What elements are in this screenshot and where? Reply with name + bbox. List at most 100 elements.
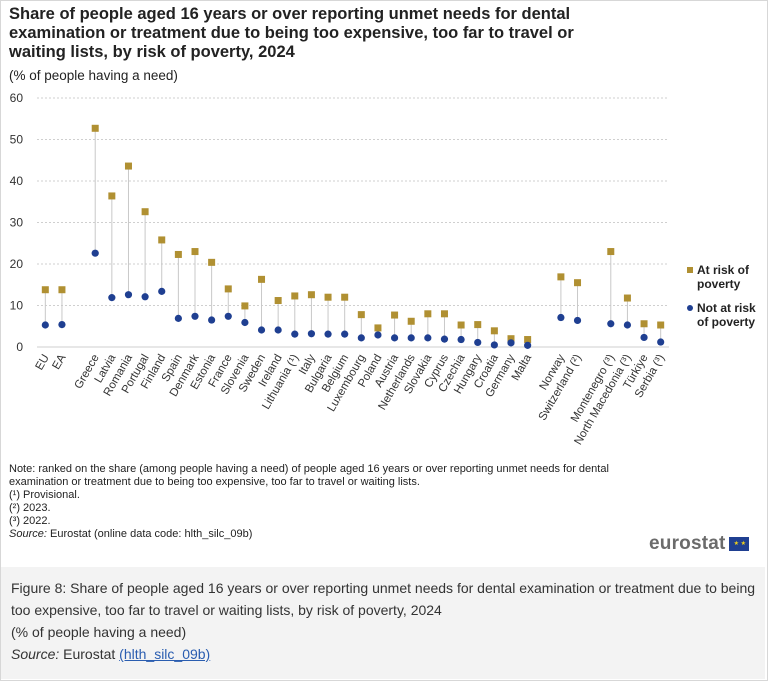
data-point-not-at-risk bbox=[623, 321, 632, 329]
chart-title: Share of people aged 16 years or over re… bbox=[9, 5, 574, 61]
data-point-at-risk bbox=[507, 335, 515, 343]
eu-flag-icon: ★ ★ bbox=[728, 537, 749, 551]
legend-label-at-risk: At risk of poverty bbox=[697, 263, 750, 291]
y-tick-label: 20 bbox=[10, 257, 24, 271]
chart-notes: Note: ranked on the share (among people … bbox=[9, 463, 649, 541]
caption-source-label: Source: bbox=[11, 646, 60, 662]
legend-item-at-risk: At risk of poverty bbox=[687, 263, 767, 291]
data-point-not-at-risk bbox=[407, 334, 415, 342]
data-point-not-at-risk bbox=[307, 330, 316, 338]
data-point-not-at-risk bbox=[324, 330, 332, 338]
data-point-at-risk bbox=[158, 236, 166, 244]
caption-source-text: Eurostat bbox=[63, 646, 116, 662]
footnote-2: (²) 2023. bbox=[9, 502, 51, 514]
source-text: Eurostat (online data code: hlth_silc_09… bbox=[49, 528, 253, 540]
legend-label-not-at-risk: Not at risk of poverty bbox=[697, 301, 756, 329]
caption-figure-title: Figure 8: Share of people aged 16 years … bbox=[11, 580, 756, 618]
caption-text-block: Figure 8: Share of people aged 16 years … bbox=[11, 577, 756, 665]
footnote-1: (¹) Provisional. bbox=[9, 489, 80, 501]
data-point-at-risk bbox=[124, 162, 132, 170]
y-tick-label: 0 bbox=[16, 340, 23, 354]
data-point-at-risk bbox=[607, 248, 615, 256]
data-point-not-at-risk bbox=[224, 312, 232, 320]
data-point-not-at-risk bbox=[390, 334, 399, 342]
y-tick-label: 40 bbox=[10, 174, 24, 188]
data-point-at-risk bbox=[407, 317, 415, 325]
data-point-not-at-risk bbox=[474, 338, 482, 347]
data-point-not-at-risk bbox=[208, 316, 216, 324]
caption-source: Source: Eurostat (hlth_silc_09b) bbox=[11, 643, 756, 665]
data-point-at-risk bbox=[324, 293, 332, 301]
chart-card: Share of people aged 16 years or over re… bbox=[1, 1, 765, 566]
data-point-at-risk bbox=[291, 292, 299, 300]
data-point-at-risk bbox=[424, 310, 432, 318]
note-text: Note: ranked on the share (among people … bbox=[9, 463, 609, 488]
data-point-not-at-risk bbox=[341, 330, 349, 338]
eurostat-logo: eurostat ★ ★ bbox=[649, 533, 749, 555]
data-point-at-risk bbox=[108, 192, 116, 200]
data-point-at-risk bbox=[524, 336, 532, 344]
data-point-at-risk bbox=[374, 324, 382, 332]
data-point-at-risk bbox=[307, 291, 315, 299]
data-point-not-at-risk bbox=[191, 312, 199, 320]
source-label: Source: bbox=[9, 528, 47, 540]
data-point-not-at-risk bbox=[174, 314, 182, 322]
x-tick-label: EA bbox=[50, 352, 68, 372]
data-point-at-risk bbox=[341, 293, 349, 301]
data-point-not-at-risk bbox=[524, 341, 532, 349]
data-point-at-risk bbox=[58, 286, 66, 294]
data-point-at-risk bbox=[41, 286, 49, 294]
data-point-not-at-risk bbox=[657, 338, 665, 346]
circle-marker-icon bbox=[687, 305, 693, 311]
data-point-at-risk bbox=[141, 208, 149, 216]
data-point-at-risk bbox=[91, 124, 99, 132]
footnote-3: (³) 2022. bbox=[9, 515, 51, 527]
data-point-at-risk bbox=[241, 302, 249, 310]
figure-caption: Figure 8: Share of people aged 16 years … bbox=[1, 567, 765, 679]
square-marker-icon bbox=[687, 267, 693, 273]
data-point-not-at-risk bbox=[257, 326, 266, 334]
source-link[interactable]: (hlth_silc_09b) bbox=[119, 646, 211, 662]
data-point-at-risk bbox=[391, 311, 399, 319]
chart-subtitle: (% of people having a need) bbox=[9, 68, 178, 83]
y-tick-label: 10 bbox=[10, 299, 24, 313]
data-point-at-risk bbox=[191, 248, 199, 256]
data-point-not-at-risk bbox=[457, 335, 465, 344]
data-point-at-risk bbox=[440, 310, 448, 318]
data-point-not-at-risk bbox=[274, 326, 282, 334]
data-point-not-at-risk bbox=[91, 249, 99, 257]
data-point-not-at-risk bbox=[291, 330, 299, 338]
data-point-at-risk bbox=[474, 321, 482, 329]
data-point-not-at-risk bbox=[108, 294, 116, 302]
x-tick-label: EU bbox=[34, 353, 52, 373]
data-point-at-risk bbox=[258, 275, 266, 283]
chart-source: Source: Eurostat (online data code: hlth… bbox=[9, 528, 649, 541]
data-point-not-at-risk bbox=[424, 334, 432, 342]
data-point-not-at-risk bbox=[124, 291, 133, 299]
data-point-not-at-risk bbox=[490, 341, 498, 349]
data-point-at-risk bbox=[557, 273, 565, 281]
data-point-not-at-risk bbox=[607, 320, 615, 328]
data-point-not-at-risk bbox=[357, 334, 365, 342]
data-point-at-risk bbox=[623, 294, 631, 302]
data-point-at-risk bbox=[457, 321, 465, 329]
data-point-not-at-risk bbox=[241, 318, 249, 327]
data-point-at-risk bbox=[640, 320, 648, 328]
data-point-at-risk bbox=[224, 285, 232, 293]
data-point-at-risk bbox=[208, 258, 216, 266]
data-point-at-risk bbox=[174, 250, 182, 258]
y-tick-label: 30 bbox=[10, 216, 24, 230]
data-point-at-risk bbox=[574, 279, 582, 287]
data-point-not-at-risk bbox=[557, 313, 565, 322]
data-point-not-at-risk bbox=[58, 320, 66, 329]
data-point-not-at-risk bbox=[440, 335, 449, 343]
y-tick-label: 50 bbox=[10, 133, 24, 147]
data-point-not-at-risk bbox=[507, 339, 515, 347]
data-point-not-at-risk bbox=[374, 331, 382, 339]
data-point-not-at-risk bbox=[141, 293, 149, 301]
data-point-at-risk bbox=[274, 297, 282, 305]
data-point-at-risk bbox=[357, 311, 365, 319]
data-point-at-risk bbox=[490, 327, 498, 335]
legend-item-not-at-risk: Not at risk of poverty bbox=[687, 301, 767, 329]
